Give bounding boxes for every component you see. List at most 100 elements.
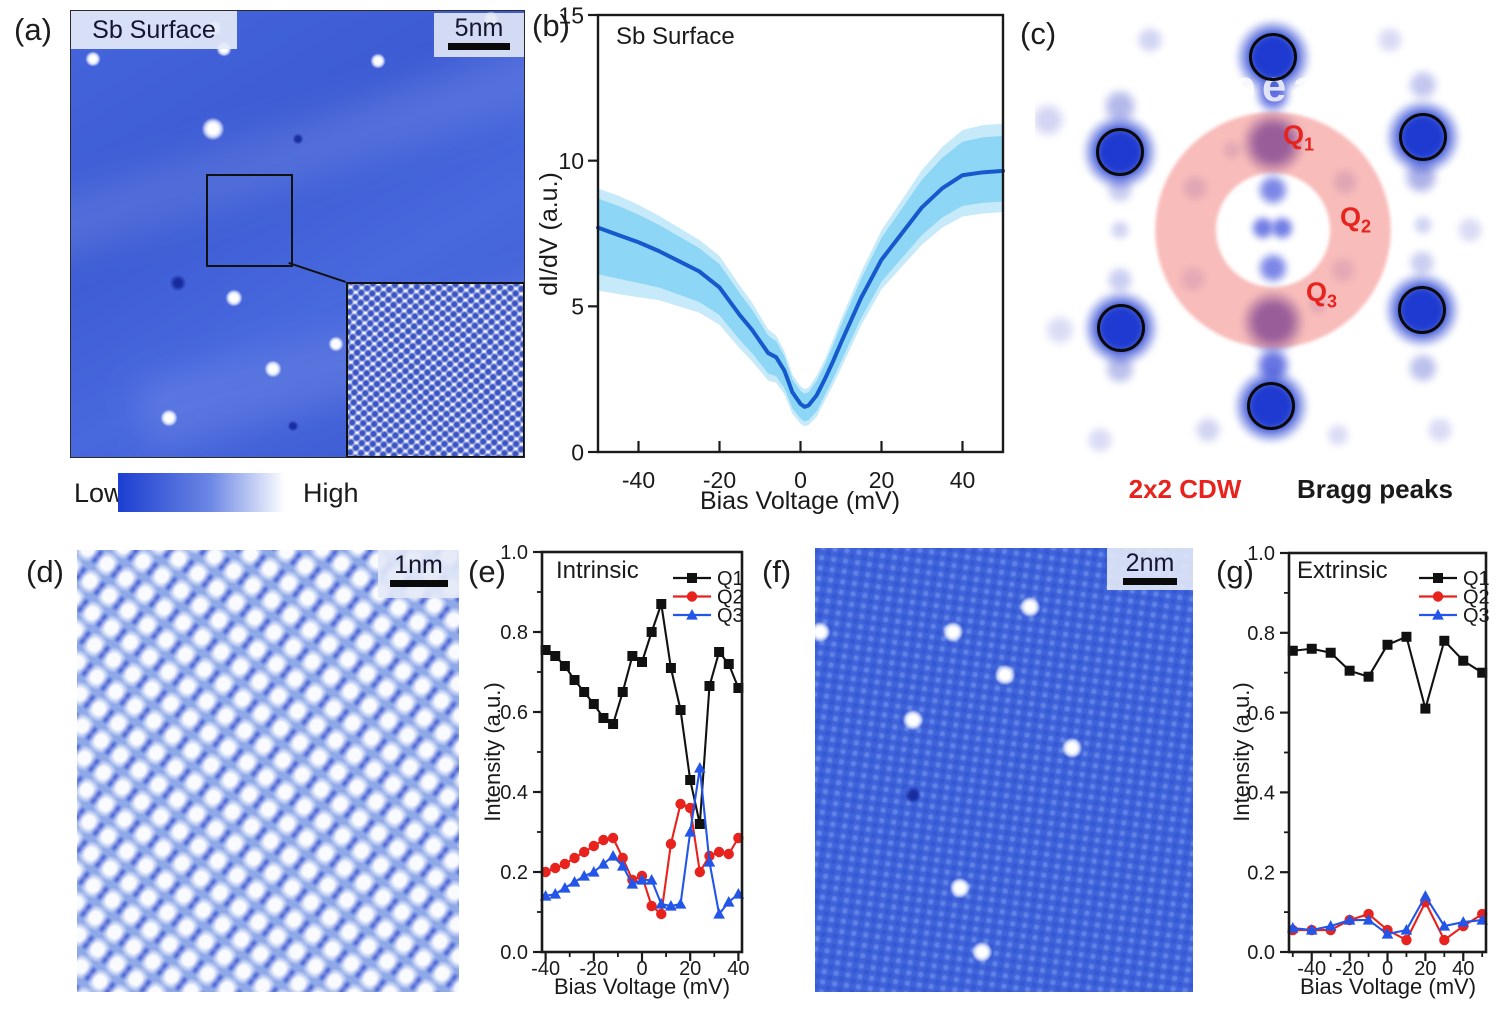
panel-letter-b: (b) [532,8,570,43]
marker-triangle [636,874,648,885]
vacancy-dot [292,133,304,145]
marker-circle [665,838,677,850]
plot-title: Sb Surface [616,23,735,50]
scalebar-box-f: 2nm [1107,548,1193,590]
panel-letter-e: (e) [468,554,506,589]
y-tick-label: 1.0 [500,542,528,564]
zoom-connector-line [288,262,346,283]
plot-frame [1287,551,1488,954]
marker-triangle [655,898,668,909]
x-tick-label: -40 [622,467,655,493]
y-tick-label: 0 [571,439,584,465]
adatom-dot [1019,596,1041,618]
marker-circle [675,798,686,810]
marker-square [1325,647,1336,658]
scalebar-box-d: 1nm [378,550,459,598]
surface-label: Sb Surface [92,15,216,44]
scalebar-bar [448,43,510,50]
x-tick-label: 40 [1452,958,1474,980]
fft-faint-blob [1411,213,1435,237]
cdw-caption: 2x2 CDW [1128,474,1242,504]
y-tick-label: 0.0 [1247,942,1275,964]
x-tick-label: -40 [531,958,560,980]
marker-circle [578,846,590,858]
atomic-lattice-pattern [815,548,1193,992]
bragg-peak-circle [1096,128,1144,176]
marker-triangle [568,876,581,887]
marker-triangle [1343,914,1356,925]
marker-square [646,627,657,637]
marker-triangle [1457,916,1470,927]
fft-faint-blob [1108,218,1132,242]
marker-triangle [1438,920,1451,931]
adatom-dot [949,877,971,899]
zoom-region-outline [206,174,293,267]
legend-label-Q3: Q3 [717,605,744,627]
marker-square [665,663,676,673]
scalebar-label-5nm: 5nm [454,14,504,42]
scalebar-box-a: 5nm [434,13,524,57]
y-axis-label: dI/dV (a.u.) [535,172,563,296]
marker-square [1287,645,1298,656]
marker-triangle [1419,890,1432,901]
atomic-lattice-pattern [77,550,459,992]
adatom-dot [902,709,924,731]
y-tick-label: 0.2 [500,862,528,884]
marker-square [559,661,570,671]
y-tick-label: 0.6 [500,702,528,724]
surface-label-box: Sb Surface [71,11,237,49]
marker-circle [656,908,667,920]
marker-square [733,683,744,693]
atomic-lattice-pattern [348,284,523,456]
panel-letter-g: (g) [1216,554,1254,589]
adatom-dot [201,117,225,141]
panel-letter-c: (c) [1020,16,1057,51]
adatom-dot [328,336,344,352]
fft-faint-blob [1084,424,1116,456]
marker-circle [1401,934,1412,946]
marker-triangle [607,850,619,861]
vacancy-dot [169,274,187,292]
marker-square [656,599,667,609]
bragg-peak-circle [1249,33,1297,81]
q3-label: Q3 [1306,277,1338,312]
marker-circle [1432,591,1444,602]
x-tick-label: 0 [636,958,647,980]
marker-triangle [665,900,677,911]
marker-square [1477,667,1488,678]
marker-square [550,651,561,661]
stm-image-atomic-lattice: 1nm [77,550,459,992]
marker-square [1433,573,1443,583]
marker-square [617,687,628,697]
legend-label-Q3: Q3 [1463,605,1490,627]
atomic-lattice-inset [346,282,524,457]
y-axis-label: Intensity (a.u.) [1229,682,1254,821]
x-axis-label: Bias Voltage (mV) [554,974,730,999]
adatom-dot [994,664,1016,686]
plot-title: Extrinsic [1297,557,1388,584]
marker-square [1401,631,1412,642]
legend-label-Q1: Q1 [1463,568,1490,590]
y-tick-label: 5 [571,294,584,320]
marker-circle [569,852,580,864]
marker-circle [550,862,561,874]
x-axis-label: Bias Voltage (mV) [700,487,900,515]
y-tick-label: 10 [558,148,584,174]
adatom-dot [160,409,178,427]
marker-triangle [1362,914,1375,925]
scalebar-bar [389,580,448,587]
adatom-dot [971,941,993,963]
y-tick-label: 0.8 [1247,623,1275,645]
marker-square [1306,643,1317,654]
marker-square [675,705,686,715]
marker-triangle [626,878,639,889]
marker-triangle [1432,609,1444,620]
y-tick-label: 1.0 [1247,543,1275,565]
x-tick-label: -20 [703,467,736,493]
fft-faint-blob [1405,350,1441,386]
adatom-dot [225,289,243,307]
marker-triangle [578,870,590,881]
marker-circle [598,834,609,846]
panel-letter-f: (f) [762,554,792,589]
fft-faint-blob [1192,414,1224,446]
